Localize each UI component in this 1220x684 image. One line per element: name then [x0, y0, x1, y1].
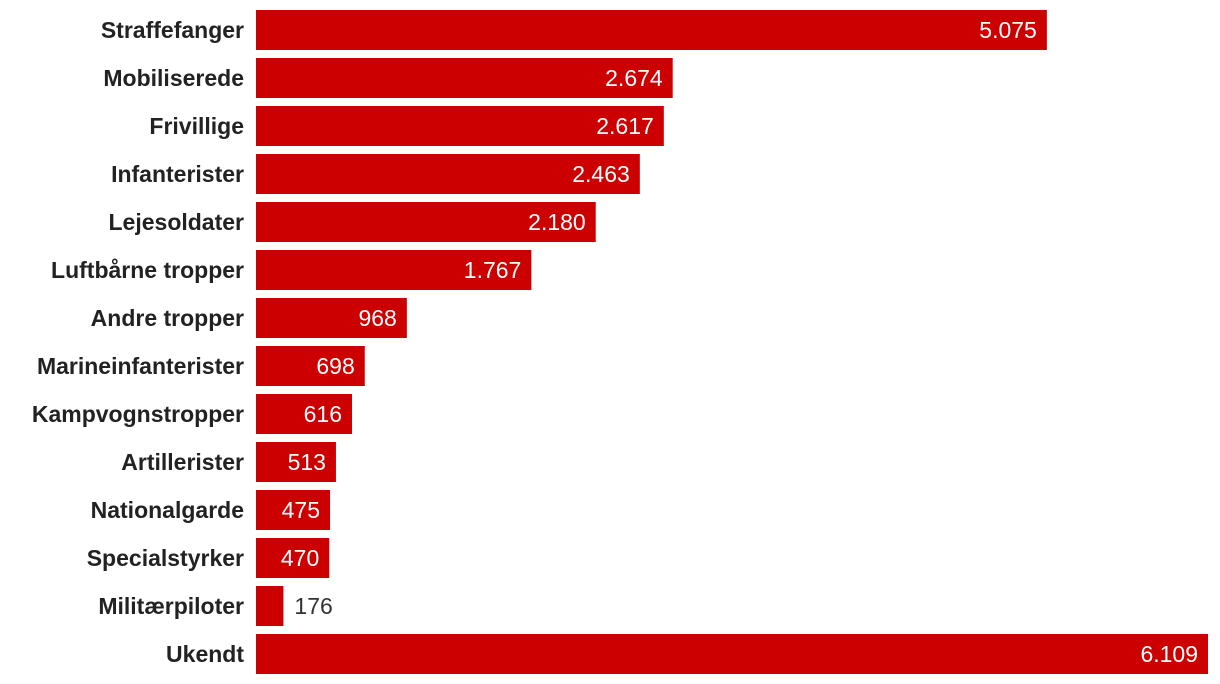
bar-2: [256, 106, 664, 146]
value-label-1: 2.674: [605, 65, 663, 91]
category-label-10: Nationalgarde: [91, 497, 244, 523]
value-label-8: 616: [304, 401, 342, 427]
value-label-5: 1.767: [464, 257, 522, 283]
bar-13: [256, 634, 1208, 674]
category-label-11: Specialstyrker: [87, 545, 244, 571]
bar-8: [256, 394, 352, 434]
bar-7: [256, 346, 365, 386]
value-label-10: 475: [282, 497, 320, 523]
bar-1: [256, 58, 673, 98]
category-label-5: Luftbårne tropper: [51, 257, 244, 283]
category-labels-group: Straffefanger Mobiliserede Frivillige Infan…: [32, 17, 244, 667]
value-label-13: 6.109: [1140, 641, 1198, 667]
value-label-7: 698: [316, 353, 354, 379]
category-label-7: Marineinfanterister: [37, 353, 244, 379]
bar-4: [256, 202, 596, 242]
bar-5: [256, 250, 532, 290]
category-label-3: Infanterister: [111, 161, 244, 187]
value-label-9: 513: [288, 449, 326, 475]
category-label-8: Kampvognstropper: [32, 401, 244, 427]
value-label-2: 2.617: [596, 113, 654, 139]
category-label-13: Ukendt: [166, 641, 244, 667]
bar-9: [256, 442, 336, 482]
bar-12: [256, 586, 284, 626]
category-label-0: Straffefanger: [101, 17, 244, 43]
value-label-3: 2.463: [572, 161, 630, 187]
bar-10: [256, 490, 331, 530]
category-label-12: Militærpiloter: [98, 593, 244, 619]
bar-6: [256, 298, 407, 338]
value-label-12: 176: [294, 593, 332, 619]
category-label-2: Frivillige: [149, 113, 244, 139]
category-label-4: Lejesoldater: [109, 209, 245, 235]
category-label-9: Artillerister: [121, 449, 244, 475]
value-label-0: 5.075: [979, 17, 1037, 43]
category-label-6: Andre tropper: [91, 305, 244, 331]
bar-11: [256, 538, 330, 578]
bar-3: [256, 154, 640, 194]
value-label-11: 470: [281, 545, 319, 571]
value-label-4: 2.180: [528, 209, 586, 235]
category-label-1: Mobiliserede: [103, 65, 244, 91]
bars-group: [256, 10, 1208, 674]
bar-0: [256, 10, 1047, 50]
value-label-6: 968: [358, 305, 396, 331]
